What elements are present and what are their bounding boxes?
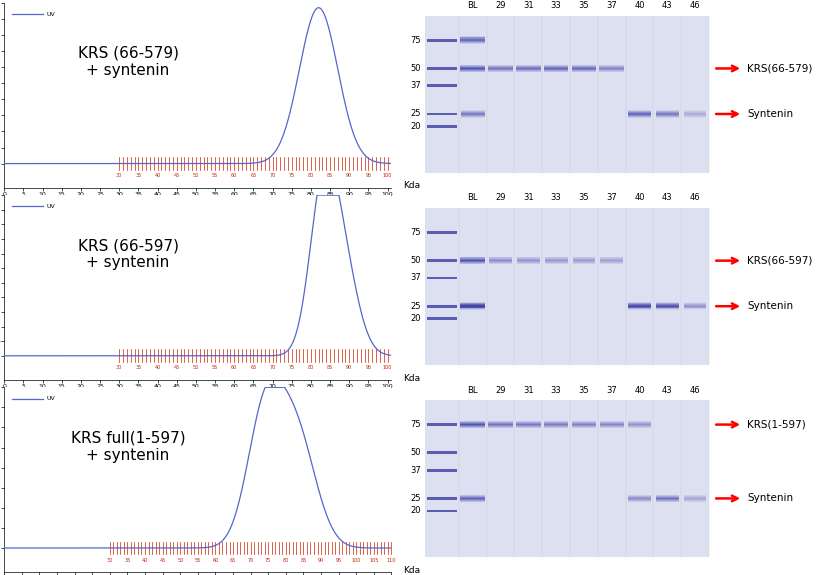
Text: Kda: Kda: [404, 566, 421, 575]
Text: 50: 50: [410, 256, 421, 265]
Text: 29: 29: [495, 193, 506, 202]
Bar: [684, 113, 706, 114]
Text: 60: 60: [231, 366, 237, 370]
Bar: [460, 426, 485, 427]
Text: 30: 30: [106, 558, 113, 563]
Text: 55: 55: [212, 173, 218, 178]
Bar: [488, 67, 513, 68]
Bar: [572, 70, 597, 71]
Text: 31: 31: [523, 1, 533, 10]
Bar: [600, 67, 624, 68]
Bar: [684, 501, 706, 502]
Bar: [488, 258, 513, 259]
Bar: [684, 494, 706, 495]
Bar: [460, 500, 485, 501]
Text: 43: 43: [662, 1, 672, 10]
Bar: [516, 69, 541, 70]
Bar: [627, 302, 651, 303]
Bar: [600, 69, 624, 70]
Bar: [628, 496, 651, 497]
Text: UV: UV: [47, 204, 56, 209]
Bar: [460, 261, 485, 262]
Text: 40: 40: [634, 386, 645, 394]
Bar: [684, 308, 706, 309]
Bar: [460, 259, 485, 260]
Bar: [460, 262, 485, 263]
Text: KRS (66-597)
+ syntenin: KRS (66-597) + syntenin: [77, 238, 179, 270]
Bar: [460, 43, 485, 44]
Bar: [517, 257, 540, 258]
Bar: [656, 303, 679, 304]
Bar: [517, 261, 540, 262]
Text: 33: 33: [551, 386, 562, 394]
Text: 25: 25: [410, 109, 421, 118]
Bar: [488, 71, 513, 72]
Bar: [460, 309, 485, 310]
Text: 95: 95: [365, 173, 372, 178]
Bar: [628, 423, 651, 424]
Bar: [425, 400, 709, 557]
Bar: [600, 422, 623, 423]
Bar: [572, 69, 597, 70]
Bar: [460, 41, 485, 42]
Bar: [516, 425, 541, 426]
Text: KRS(1-597): KRS(1-597): [747, 420, 806, 430]
Bar: [684, 114, 706, 116]
Bar: [572, 424, 596, 425]
Bar: [627, 304, 651, 305]
Bar: [572, 258, 596, 259]
Bar: [656, 501, 679, 502]
Bar: [460, 68, 485, 69]
Bar: [545, 258, 567, 259]
Bar: [460, 66, 485, 67]
Bar: [572, 64, 597, 66]
Bar: [627, 303, 651, 304]
Bar: [684, 497, 706, 498]
Text: 80: 80: [308, 173, 314, 178]
Bar: [684, 111, 706, 112]
Text: 46: 46: [690, 1, 701, 10]
Bar: [461, 112, 484, 113]
Bar: [545, 259, 567, 260]
Text: 75: 75: [410, 420, 421, 429]
Bar: [544, 424, 568, 425]
Bar: [460, 426, 485, 427]
Bar: [572, 257, 596, 258]
Bar: [628, 498, 651, 499]
Bar: [516, 421, 541, 422]
Text: 37: 37: [410, 274, 421, 282]
Bar: [656, 499, 679, 500]
Bar: [545, 261, 567, 262]
Bar: [488, 423, 513, 424]
Bar: [600, 65, 624, 66]
Bar: [627, 111, 651, 112]
Text: 45: 45: [174, 173, 180, 178]
Text: KRS full(1-597)
+ syntenin: KRS full(1-597) + syntenin: [71, 430, 186, 463]
Bar: [460, 306, 485, 307]
Bar: [516, 66, 541, 67]
Text: 37: 37: [607, 1, 617, 10]
Bar: [627, 117, 651, 118]
Bar: [427, 67, 457, 70]
Bar: [656, 306, 679, 307]
Bar: [684, 307, 706, 308]
Bar: [427, 113, 457, 116]
Bar: [684, 501, 706, 502]
Bar: [517, 260, 540, 261]
Bar: [461, 117, 484, 118]
Bar: [544, 426, 568, 427]
Bar: [628, 500, 651, 501]
Bar: [460, 427, 485, 428]
Bar: [628, 425, 651, 426]
Bar: [425, 208, 709, 365]
Bar: [427, 451, 457, 454]
Bar: [656, 116, 679, 117]
Bar: [544, 65, 568, 66]
Bar: [572, 260, 596, 261]
Bar: [427, 469, 457, 471]
Bar: [427, 231, 457, 234]
Bar: [627, 308, 651, 309]
Bar: [516, 422, 541, 423]
Bar: [460, 304, 485, 305]
Text: 35: 35: [578, 386, 589, 394]
